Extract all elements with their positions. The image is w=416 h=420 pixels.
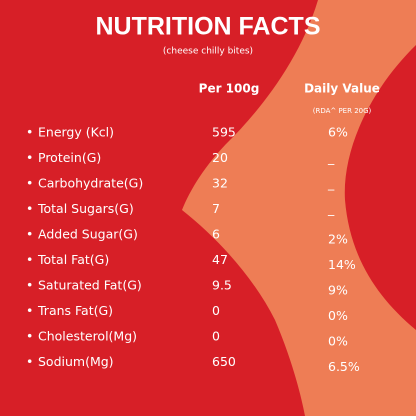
nutrient-name: Protein(G) (38, 150, 101, 165)
daily-value: 6% (328, 125, 348, 140)
bullet: • (26, 125, 33, 140)
decor-shape (182, 0, 416, 416)
bullet: • (26, 227, 33, 242)
nutrient-name: Cholesterol(Mg) (38, 329, 137, 344)
bullet: • (26, 176, 33, 191)
nutrient-name: Total Sugars(G) (37, 201, 134, 216)
bullet: • (26, 354, 33, 369)
per-100g: 650 (212, 354, 236, 369)
rows: • Energy (Kcl) 595 6% • Protein(G) 20 _ • Carbohy… (26, 125, 360, 375)
per-100g: 7 (212, 201, 220, 216)
nutrient-name: Total Fat(G) (37, 252, 109, 267)
column-header: Daily Value (304, 82, 380, 96)
bullet: • (26, 329, 33, 344)
per-100g: 47 (212, 252, 228, 267)
daily-value: 14% (328, 257, 356, 272)
daily-value: 0% (328, 334, 348, 349)
per-100g: 0 (212, 329, 220, 344)
daily-value: 2% (328, 232, 348, 247)
per-100g: 32 (212, 176, 228, 191)
bullet: • (26, 150, 33, 165)
bullet: • (26, 278, 33, 293)
daily-value: _ (327, 150, 335, 165)
daily-value: _ (327, 201, 335, 216)
daily-value: 6.5% (328, 359, 360, 374)
nutrient-name: Saturated Fat(G) (38, 278, 142, 293)
nutrient-name: Sodium(Mg) (38, 354, 114, 369)
per-100g: 595 (212, 125, 236, 140)
per-100g: 20 (212, 150, 228, 165)
per-100g: 0 (212, 303, 220, 318)
per-100g: 9.5 (212, 278, 232, 293)
nutrient-name: Carbohydrate(G) (38, 176, 143, 191)
column-note: (RDA^ PER 20G) (313, 107, 372, 115)
bullet: • (26, 252, 33, 267)
daily-value: _ (327, 176, 335, 191)
nutrient-name: Trans Fat(G) (37, 303, 113, 318)
per-100g: 6 (212, 227, 220, 242)
nutrient-name: Added Sugar(G) (38, 227, 138, 242)
column-header: Per 100g (199, 82, 260, 96)
daily-value: 9% (328, 283, 348, 298)
title: NUTRITION FACTS (96, 13, 321, 41)
nutrient-name: Energy (Kcl) (38, 125, 114, 140)
bullet: • (26, 201, 33, 216)
bullet: • (26, 303, 33, 318)
daily-value: 0% (328, 308, 348, 323)
subtitle: (cheese chilly bites) (163, 47, 253, 57)
